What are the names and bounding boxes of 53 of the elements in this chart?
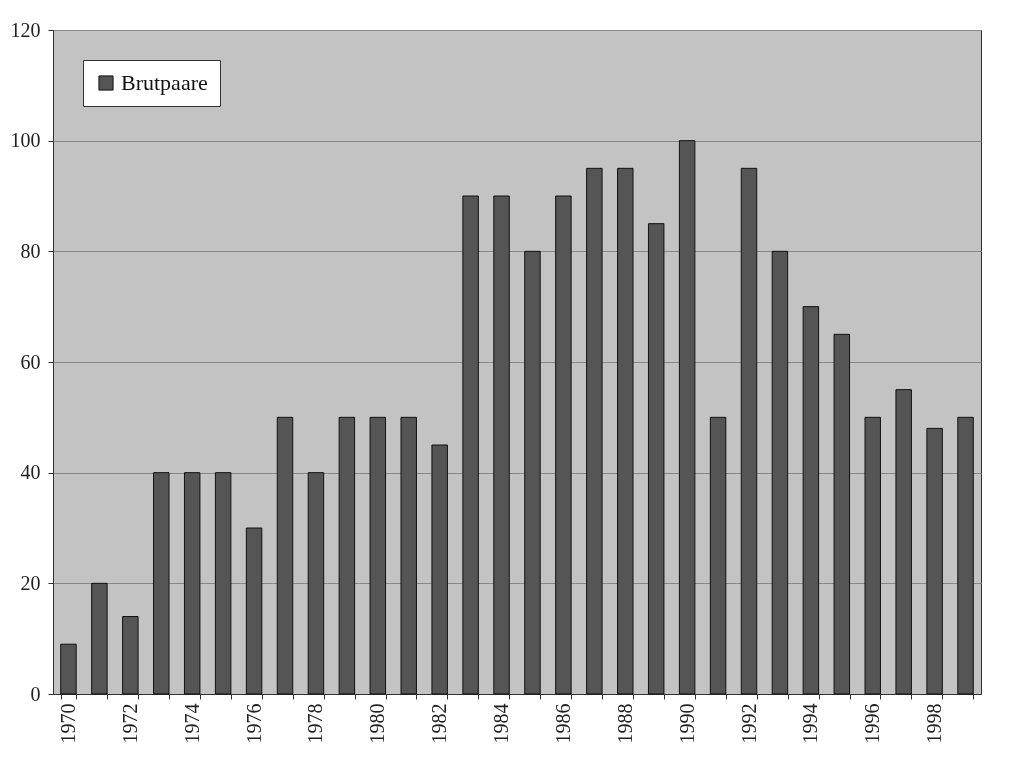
bar: [864, 416, 881, 695]
bar: [369, 416, 387, 695]
bar: [802, 306, 820, 695]
bar: [307, 472, 325, 695]
bar: [493, 195, 510, 695]
bar: [926, 427, 943, 695]
bar: [709, 416, 727, 695]
x-tick-label: 1970: [56, 703, 79, 744]
bar: [245, 527, 263, 695]
x-tick-label: 1978: [304, 703, 327, 744]
x-tick-label: 1976: [242, 703, 265, 744]
y-tick-label: 40: [20, 461, 41, 484]
x-tick-label: 1986: [551, 703, 574, 744]
legend-label: Brutpaare: [121, 70, 208, 95]
y-tick-label: 80: [20, 239, 41, 262]
bar: [555, 195, 572, 695]
x-tick-label: 1974: [180, 703, 203, 744]
bar: [60, 643, 77, 695]
y-tick-label: 100: [10, 129, 41, 152]
bar: [617, 167, 634, 695]
bar: [524, 250, 541, 695]
x-tick-label: 1990: [675, 703, 698, 744]
bar: [91, 582, 108, 695]
bar: [153, 472, 170, 695]
bar: [431, 444, 448, 695]
x-tick-label: 1988: [613, 703, 636, 744]
bar: [183, 472, 201, 695]
bar: [122, 616, 139, 695]
bar: [276, 416, 294, 695]
bar: [771, 250, 789, 695]
bar: [647, 223, 665, 695]
x-tick-label: 1982: [428, 703, 451, 744]
x-tick-label: 1984: [490, 703, 513, 744]
y-tick-label: 20: [20, 571, 41, 594]
x-tick-label: 1998: [923, 703, 946, 744]
bar: [678, 140, 696, 695]
x-tick-label: 1992: [737, 703, 760, 744]
x-tick-label: 1994: [799, 703, 822, 744]
bar: [214, 472, 232, 695]
bar: [740, 167, 758, 695]
bar: [400, 416, 417, 695]
bar: [957, 416, 974, 695]
bar: [462, 195, 479, 695]
x-tick-label: 1996: [861, 703, 884, 744]
x-tick-label: 1972: [118, 703, 141, 744]
y-tick-label: 0: [30, 682, 41, 705]
bar: [833, 333, 851, 695]
x-tick-label: 1980: [366, 703, 389, 744]
y-tick-label: 60: [20, 350, 41, 373]
bar: [338, 416, 356, 695]
bar: [895, 389, 912, 695]
y-tick-label: 120: [10, 18, 41, 41]
bar: [586, 167, 603, 695]
